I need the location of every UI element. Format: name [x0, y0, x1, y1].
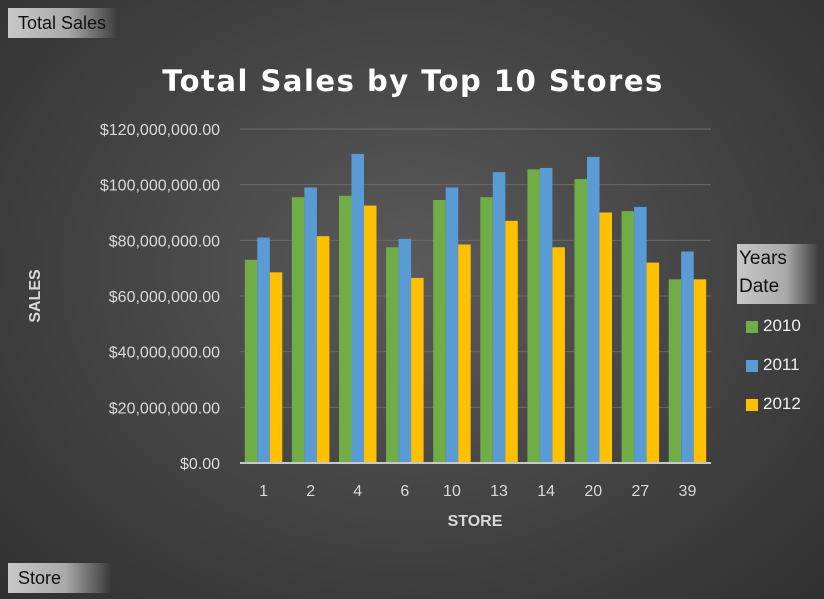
bar-2011-store-14[interactable]: [539, 167, 553, 463]
axis-field-button[interactable]: Store: [8, 563, 112, 593]
bar-2010-store-20[interactable]: [574, 179, 588, 463]
legend-swatch-2012: [746, 399, 758, 411]
x-tick-label: 2: [306, 483, 315, 500]
x-tick-label: 1: [259, 483, 268, 500]
bar-2012-store-10[interactable]: [458, 244, 471, 463]
y-tick-label: $60,000,000.00: [109, 289, 220, 306]
bar-2012-store-39[interactable]: [693, 279, 707, 463]
bar-2012-store-6[interactable]: [411, 277, 424, 463]
x-tick-label: 14: [537, 483, 555, 500]
bar-2012-store-14[interactable]: [552, 247, 565, 463]
chart-title: Total Sales by Top 10 Stores: [162, 64, 664, 98]
bar-2011-store-4[interactable]: [351, 154, 365, 464]
y-tick-label: $20,000,000.00: [109, 400, 220, 417]
legend-label-2012: 2012: [763, 394, 801, 413]
legend-label-2011: 2011: [763, 355, 800, 374]
y-tick-label: $0.00: [180, 456, 220, 473]
legend-field-label-date: Date: [739, 276, 780, 297]
x-tick-label: 6: [400, 483, 409, 500]
bar-2010-store-13[interactable]: [480, 197, 493, 464]
bar-2012-store-13[interactable]: [505, 220, 518, 463]
bar-2010-store-2[interactable]: [291, 197, 305, 464]
bar-2010-store-27[interactable]: [621, 211, 635, 463]
bar-2011-store-1[interactable]: [257, 237, 270, 463]
bar-2011-store-39[interactable]: [681, 251, 694, 463]
legend-field-button[interactable]: Years Date: [737, 244, 819, 304]
y-tick-label: $40,000,000.00: [109, 345, 220, 362]
bar-2011-store-13[interactable]: [492, 172, 506, 463]
x-tick-label: 4: [353, 483, 362, 500]
x-axis-title: STORE: [448, 513, 503, 530]
bar-2012-store-20[interactable]: [599, 212, 613, 464]
y-tick-label: $120,000,000.00: [100, 122, 220, 139]
legend-field-label-years: Years: [739, 248, 787, 269]
bar-2010-store-14[interactable]: [527, 169, 540, 463]
bar-2010-store-6[interactable]: [386, 247, 399, 463]
y-axis-tick-labels: $0.00 $20,000,000.00 $40,000,000.00 $60,000…: [100, 122, 220, 473]
x-tick-label: 13: [490, 483, 508, 500]
x-tick-label: 10: [443, 483, 461, 500]
legend-label-2010: 2010: [763, 316, 801, 335]
bar-2011-store-10[interactable]: [445, 187, 459, 463]
bar-2011-store-6[interactable]: [398, 238, 412, 463]
y-tick-label: $100,000,000.00: [100, 178, 220, 195]
bar-2012-store-4[interactable]: [364, 205, 377, 463]
bar-2012-store-2[interactable]: [316, 236, 330, 463]
legend-swatch-2010: [746, 321, 758, 333]
x-tick-label: 27: [631, 483, 649, 500]
bar-2010-store-39[interactable]: [668, 279, 682, 463]
x-tick-label: 20: [584, 483, 602, 500]
values-field-button[interactable]: Total Sales: [8, 8, 118, 38]
legend-swatch-2011: [746, 360, 758, 372]
bars: [244, 154, 707, 464]
bar-2011-store-27[interactable]: [634, 206, 647, 463]
bar-2010-store-10[interactable]: [433, 199, 446, 463]
bar-2010-store-1[interactable]: [244, 259, 258, 463]
y-axis-title: SALES: [27, 269, 44, 323]
y-tick-label: $80,000,000.00: [109, 233, 220, 250]
bar-2010-store-4[interactable]: [339, 195, 352, 464]
x-axis-tick-labels: 1 2 4 6 10 13 14 20 27 39: [259, 483, 696, 500]
bar-2011-store-2[interactable]: [304, 187, 317, 463]
bar-2012-store-27[interactable]: [646, 262, 660, 463]
bar-2011-store-20[interactable]: [587, 156, 600, 464]
x-tick-label: 39: [679, 483, 697, 500]
bar-2012-store-1[interactable]: [269, 272, 283, 463]
